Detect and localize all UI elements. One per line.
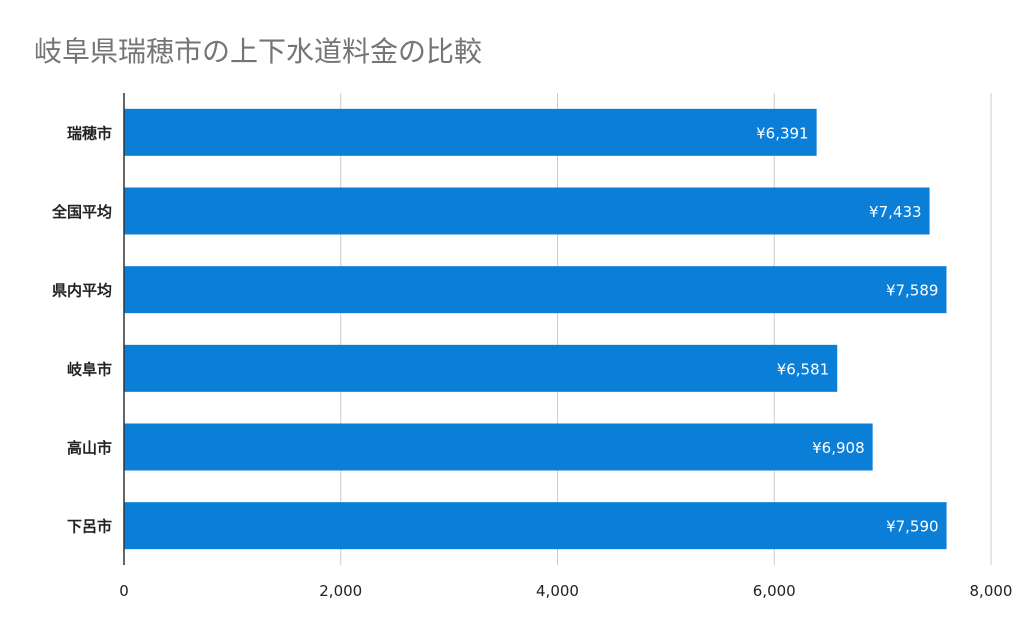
x-tick-label: 0 [119, 582, 129, 600]
data-label: ¥6,908 [812, 439, 865, 457]
data-label: ¥7,589 [886, 282, 939, 300]
category-label: 瑞穂市 [67, 124, 112, 142]
category-label: 下呂市 [67, 518, 112, 536]
data-label: ¥7,590 [886, 518, 939, 536]
category-label: 岐阜市 [67, 360, 112, 378]
data-label: ¥6,581 [777, 360, 830, 378]
bar [124, 108, 817, 156]
data-label: ¥6,391 [756, 124, 809, 142]
data-label: ¥7,433 [869, 203, 922, 221]
bar [124, 344, 838, 392]
bars: 瑞穂市 ¥6,391 全国平均 ¥7,433 県内平均 ¥7,589 岐阜市 ¥6,581 高山… [51, 108, 947, 550]
bar [124, 502, 947, 550]
x-tick-label: 8,000 [970, 582, 1013, 600]
x-axis-ticks: 0 2,000 4,000 6,000 8,000 [119, 582, 1012, 600]
category-label: 高山市 [67, 439, 112, 457]
x-tick-label: 2,000 [319, 582, 362, 600]
chart-title: 岐阜県瑞穂市の上下水道料金の比較 [34, 35, 482, 68]
category-label: 全国平均 [51, 203, 112, 221]
category-label: 県内平均 [52, 282, 112, 300]
x-tick-label: 6,000 [753, 582, 796, 600]
bar [124, 423, 873, 471]
bar [124, 266, 947, 314]
bar [124, 187, 930, 235]
gridlines [340, 93, 992, 565]
x-tick-label: 4,000 [536, 582, 579, 600]
